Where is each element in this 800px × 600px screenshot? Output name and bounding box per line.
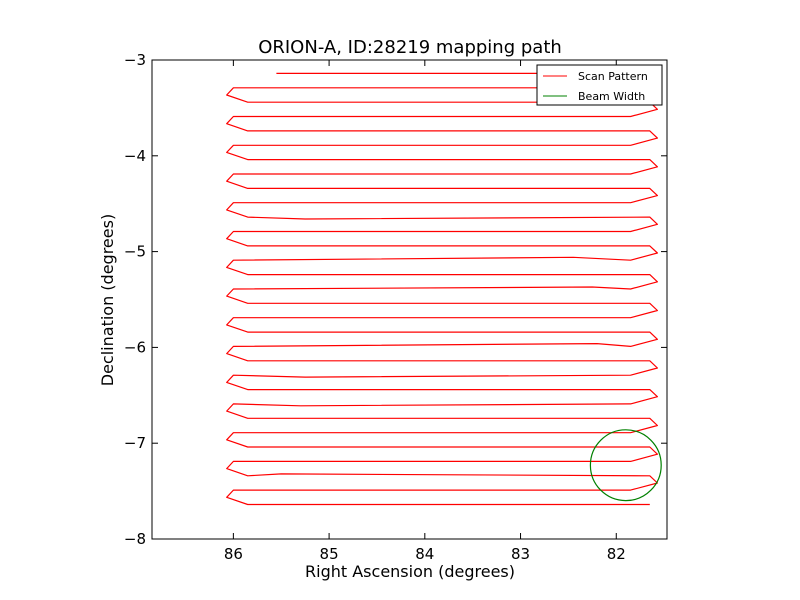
- y-tick-label: −4: [124, 147, 146, 165]
- chart-title: ORION-A, ID:28219 mapping path: [258, 37, 562, 58]
- legend-box: [536, 64, 663, 106]
- x-tick-label: 82: [607, 545, 626, 563]
- legend-label-scan-pattern: Scan Pattern: [578, 70, 648, 83]
- y-tick-label: −7: [124, 434, 146, 452]
- y-tick-label: −8: [124, 530, 146, 548]
- x-tick-label: 86: [224, 545, 243, 563]
- x-tick-label: 84: [415, 545, 434, 563]
- x-axis-ticks: 86 85 84 83 82: [224, 60, 626, 563]
- plot-frame: [151, 59, 668, 540]
- legend-label-beam-width: Beam Width: [578, 90, 645, 103]
- y-axis-ticks: −3 −4 −5 −6 −7 −8: [124, 51, 667, 548]
- plot-area: [226, 72, 662, 506]
- x-tick-label: 83: [511, 545, 530, 563]
- scan-pattern-line: [226, 72, 658, 506]
- legend: Scan Pattern Beam Width: [536, 64, 663, 106]
- y-tick-label: −6: [124, 338, 146, 356]
- x-axis-label: Right Ascension (degrees): [305, 562, 515, 581]
- y-axis-label: Declination (degrees): [98, 214, 117, 386]
- y-tick-label: −3: [124, 51, 146, 69]
- x-tick-label: 85: [320, 545, 339, 563]
- beam-width-circle: [589, 429, 662, 502]
- y-tick-label: −5: [124, 243, 146, 261]
